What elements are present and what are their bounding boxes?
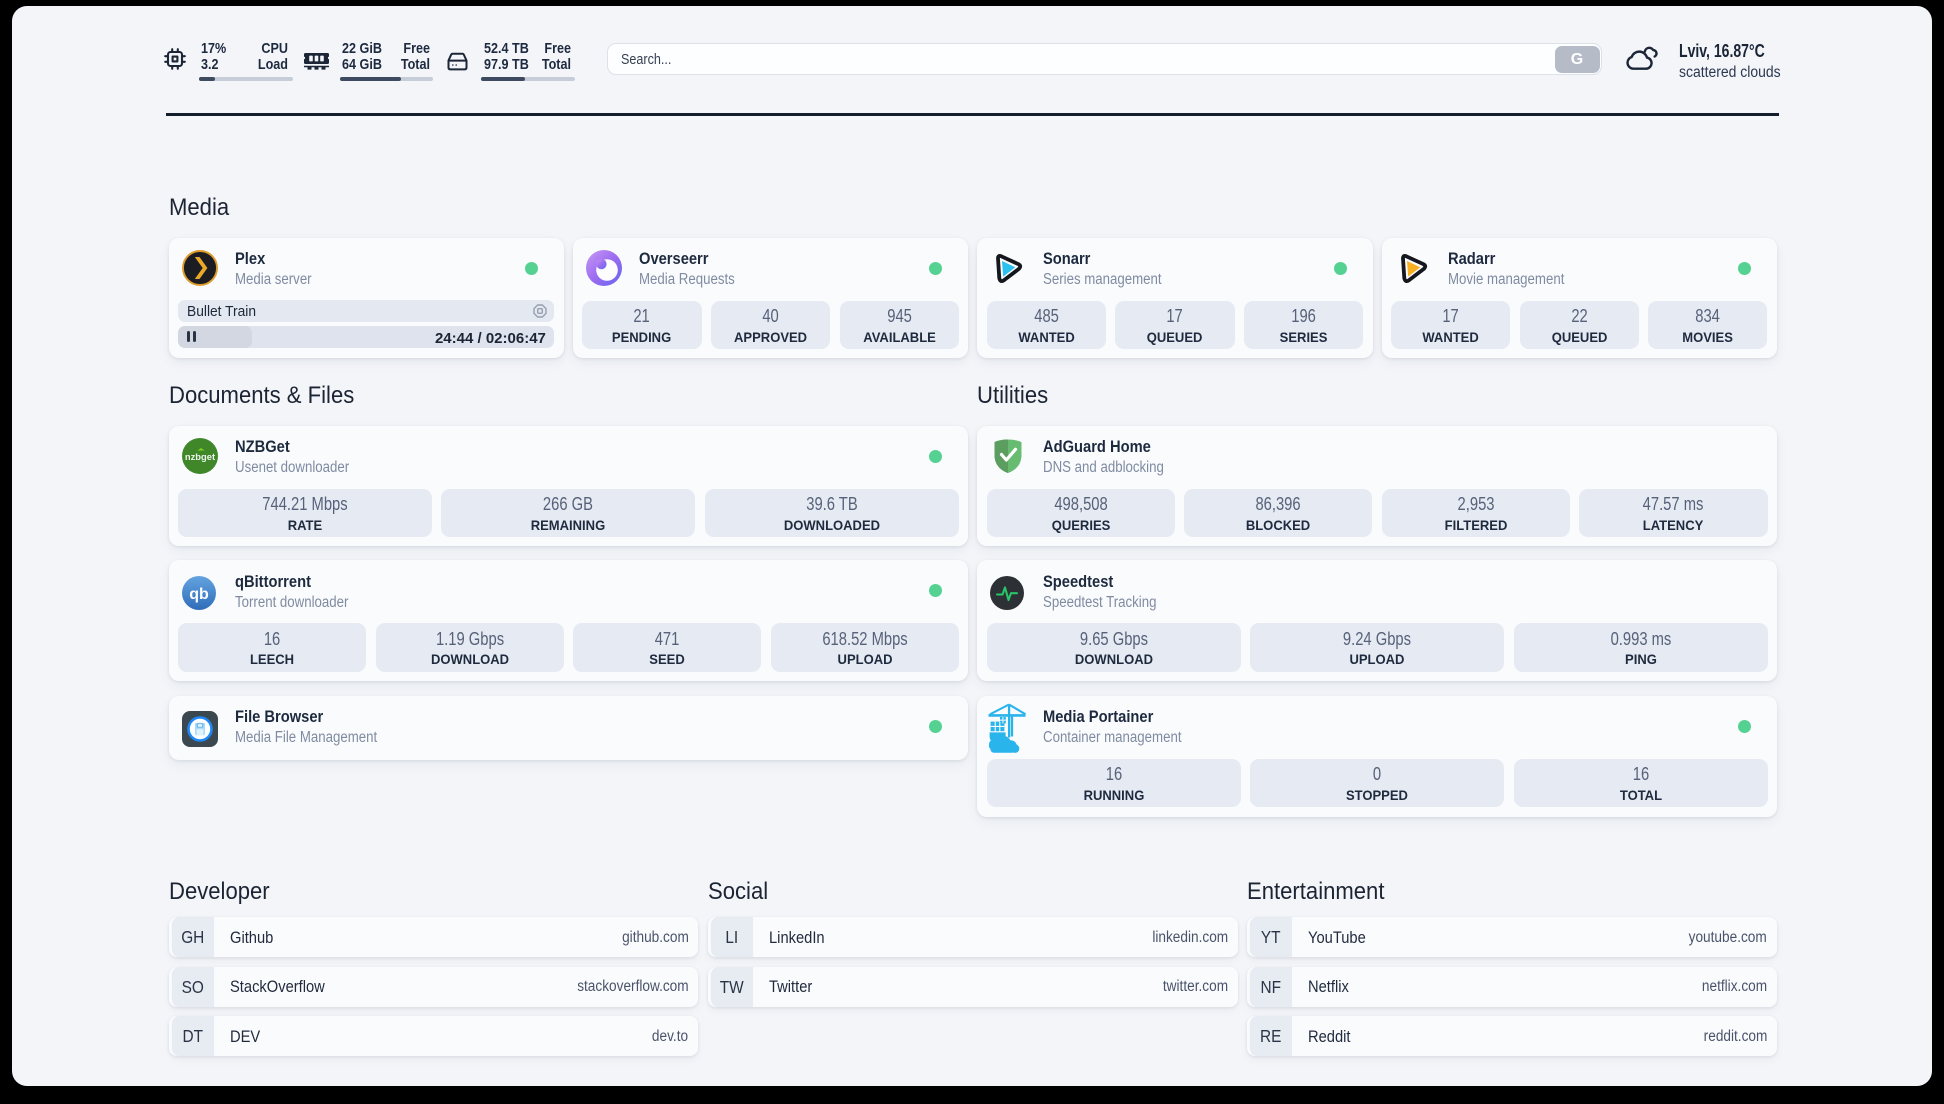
svg-text:nzbget: nzbget [184,450,214,461]
svg-text:qb: qb [189,586,209,603]
